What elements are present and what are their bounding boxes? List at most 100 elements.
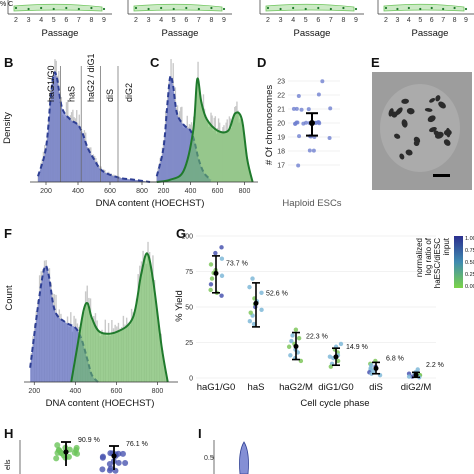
x-tick-label: 800 (152, 388, 164, 395)
percent-label: 90.9 % (78, 437, 100, 444)
top-strip-point (102, 7, 106, 11)
mean-point (373, 365, 379, 371)
panel-h-label: H (4, 426, 13, 441)
chromosome-count-point (304, 120, 309, 125)
panel-b-ylabel: Density (2, 112, 13, 144)
chromosome-blob (401, 119, 408, 128)
top-tick-label: 3 (395, 17, 399, 24)
mean-point (111, 453, 117, 459)
x-tick-label: 800 (239, 188, 251, 195)
yield-point (259, 290, 264, 295)
top-tick-label: 9 (222, 17, 226, 24)
top-strip-point (292, 6, 295, 10)
yield-point (219, 245, 224, 250)
colorbar-tick: 0.25 (465, 272, 474, 278)
panel-c-plot: 200 400 600 800 (150, 59, 258, 195)
percent-label: 6.8 % (386, 355, 404, 362)
y-tick-label: 0 (189, 376, 193, 383)
phase-label-0: haG1/G0 (46, 65, 56, 102)
top-tick-label: 8 (209, 17, 213, 24)
panel-b-plot: haG1/G0 haS haG2 / diG1 diS diG2 200 400 600 800 (30, 53, 158, 195)
viability-point (115, 450, 122, 457)
panel-e-label: E (371, 55, 380, 70)
percent-label: 14.9 % (346, 344, 368, 351)
chromosome-blob (429, 98, 436, 103)
top-tick-label: 4 (39, 17, 43, 24)
top-tick-label: 8 (453, 17, 457, 24)
chromosome-count-point (316, 92, 321, 97)
top-strip-point (317, 6, 320, 10)
y-tick-label: 19 (277, 135, 285, 142)
yield-point (247, 284, 252, 290)
panel-g-label: G (176, 226, 186, 241)
top-strip-band (133, 3, 223, 12)
yield-point (406, 374, 412, 379)
viability-point (56, 447, 63, 454)
top-strip-point (160, 6, 163, 10)
percent-label: 73.7 % (226, 260, 248, 267)
x-tick-label: 400 (185, 188, 197, 195)
top-tick-label: 9 (354, 17, 358, 24)
phase-label-2: haG2 / diG1 (86, 53, 96, 102)
chromosome-count-point (296, 93, 301, 98)
y-tick-label: 100 (181, 234, 193, 241)
colorbar-tick: 0.00 (465, 284, 474, 290)
top-tick-label: 7 (441, 17, 445, 24)
panel-f-xlabel: DNA content (HOECHST) (46, 398, 155, 409)
top-strip-point (453, 6, 456, 10)
chromosome-count-point (297, 134, 302, 139)
top-tick-label: 8 (89, 17, 93, 24)
yield-point (335, 358, 341, 364)
chromosome-count-point (291, 106, 296, 111)
category-label: haS (248, 382, 265, 393)
top-tick-label: 4 (159, 17, 163, 24)
chromosome-blob (438, 101, 446, 109)
colorbar-title-line: input (442, 237, 451, 255)
diploid-density-area (156, 78, 253, 182)
diploid-density-line (70, 252, 169, 383)
top-strip-point (396, 7, 399, 11)
top-tick-label: 5 (418, 17, 422, 24)
top-tick-label: 6 (64, 17, 68, 24)
mean-point (213, 270, 219, 276)
top-strip-point (222, 7, 226, 11)
chromosome-count-point (327, 135, 332, 140)
top-tick-label: 5 (52, 17, 56, 24)
panel-i-label: I (198, 426, 202, 441)
yield-point (219, 256, 225, 261)
viability-point (106, 467, 113, 474)
category-label: haG2/M (279, 382, 313, 393)
top-strip-y-fragment: % C (0, 1, 13, 8)
chromosome-count-point (296, 163, 301, 168)
panel-g-ylabel: % Yield (174, 290, 185, 322)
top-strip-point (407, 6, 410, 10)
panel-i-plot (211, 440, 249, 474)
panel-f-label: F (4, 226, 12, 241)
yield-point (248, 310, 253, 315)
top-strip-point (40, 6, 43, 10)
chromosome-count-point (299, 107, 304, 112)
chromosome-count-point (311, 148, 316, 153)
yield-point (338, 341, 344, 347)
yield-point (293, 327, 299, 332)
yield-point (369, 371, 374, 376)
chromosome-blob (413, 140, 420, 146)
y-tick-label: 23 (277, 79, 285, 86)
top-tick-label: 6 (316, 17, 320, 24)
chromosome-blob (434, 131, 444, 139)
percent-label: 22.3 % (306, 333, 328, 340)
top-tick-label: 3 (27, 17, 31, 24)
x-tick-label: 200 (28, 388, 40, 395)
top-strip-band (13, 3, 103, 12)
top-tick-label: 6 (184, 17, 188, 24)
chromosome-count-point (307, 148, 312, 153)
top-xlabel-2: Passage (162, 28, 199, 39)
y-tick-label: 21 (277, 107, 285, 114)
chromosome-blob (399, 153, 405, 160)
panel-e-micrograph (372, 72, 472, 190)
top-strip-point (77, 7, 80, 11)
chromosome-blob (424, 108, 433, 112)
viability-point (54, 442, 61, 449)
haploid-density-area (38, 72, 150, 182)
panel-f-ylabel: Count (4, 285, 15, 311)
